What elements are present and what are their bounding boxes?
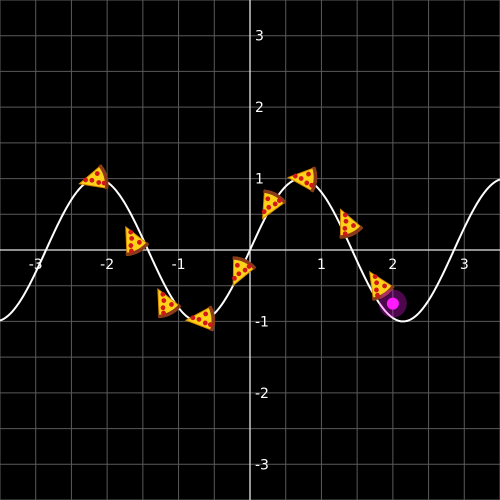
y-tick-label: 3 <box>255 29 264 45</box>
active-point[interactable] <box>378 289 407 318</box>
active-point-dot[interactable] <box>386 297 399 310</box>
pizza-slice-icon <box>286 166 318 193</box>
pizza-markers <box>78 164 395 332</box>
x-tick-label: 2 <box>388 257 397 273</box>
pizza-slice-icon <box>261 189 287 220</box>
x-tick-label: 1 <box>317 257 326 273</box>
pizza-slice-icon <box>157 287 182 319</box>
pizza-slice-icon <box>368 270 395 301</box>
y-tick-label: -1 <box>255 314 269 330</box>
pizza-slice-icon <box>184 305 216 332</box>
y-tick-label: 2 <box>255 100 264 116</box>
pizza-slice-icon <box>232 256 257 287</box>
x-tick-label: -2 <box>100 257 114 273</box>
y-tick-label: -3 <box>255 457 269 473</box>
pizza-slice-icon <box>78 164 109 190</box>
tick-labels: -3 -2 -1 1 2 3 3 2 1 -1 -2 -3 <box>29 29 469 474</box>
y-tick-label: 1 <box>255 172 264 188</box>
x-tick-label: 3 <box>460 257 469 273</box>
pizza-slice-icon <box>125 225 150 256</box>
pizza-slice-icon <box>339 208 364 239</box>
x-tick-label: -1 <box>172 257 186 273</box>
y-tick-label: -2 <box>255 386 269 402</box>
x-tick-label: -3 <box>29 257 43 273</box>
